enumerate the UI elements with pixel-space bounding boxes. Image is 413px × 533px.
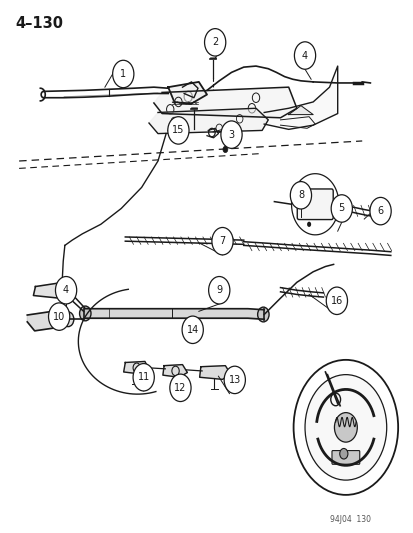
FancyBboxPatch shape bbox=[331, 450, 359, 464]
Circle shape bbox=[184, 91, 192, 102]
Text: 94J04  130: 94J04 130 bbox=[329, 515, 370, 524]
Polygon shape bbox=[123, 361, 149, 374]
Circle shape bbox=[182, 316, 203, 343]
Circle shape bbox=[330, 195, 351, 222]
Text: 11: 11 bbox=[137, 372, 150, 382]
Polygon shape bbox=[33, 282, 68, 298]
Text: 12: 12 bbox=[174, 383, 186, 393]
Text: 10: 10 bbox=[53, 312, 65, 321]
Circle shape bbox=[223, 366, 245, 393]
Text: 4: 4 bbox=[63, 285, 69, 295]
Text: 2: 2 bbox=[211, 37, 218, 47]
Circle shape bbox=[294, 42, 315, 69]
Polygon shape bbox=[149, 108, 268, 134]
Text: 13: 13 bbox=[228, 375, 240, 385]
Text: 9: 9 bbox=[216, 285, 222, 295]
Circle shape bbox=[369, 197, 390, 225]
Circle shape bbox=[334, 413, 356, 442]
Polygon shape bbox=[199, 366, 230, 379]
Text: 15: 15 bbox=[172, 125, 184, 135]
Text: 7: 7 bbox=[219, 236, 225, 246]
FancyBboxPatch shape bbox=[297, 189, 332, 220]
Circle shape bbox=[62, 312, 74, 327]
Polygon shape bbox=[27, 310, 67, 331]
Circle shape bbox=[189, 334, 194, 342]
Circle shape bbox=[325, 287, 347, 314]
Circle shape bbox=[169, 374, 191, 401]
Circle shape bbox=[304, 375, 386, 480]
Circle shape bbox=[48, 303, 70, 330]
Circle shape bbox=[211, 228, 233, 255]
Text: 14: 14 bbox=[186, 325, 198, 335]
Circle shape bbox=[167, 117, 189, 144]
Circle shape bbox=[79, 306, 91, 321]
Text: 5: 5 bbox=[338, 204, 344, 214]
Text: 4: 4 bbox=[301, 51, 307, 61]
Polygon shape bbox=[154, 87, 296, 118]
Polygon shape bbox=[263, 66, 337, 130]
Polygon shape bbox=[288, 106, 313, 115]
Circle shape bbox=[306, 222, 311, 227]
Text: 4–130: 4–130 bbox=[15, 16, 63, 31]
Circle shape bbox=[208, 277, 229, 304]
Circle shape bbox=[133, 364, 154, 391]
Circle shape bbox=[290, 182, 311, 209]
Circle shape bbox=[257, 307, 268, 322]
Text: 16: 16 bbox=[330, 296, 342, 306]
Text: 3: 3 bbox=[228, 130, 234, 140]
Text: 8: 8 bbox=[297, 190, 303, 200]
Circle shape bbox=[55, 277, 76, 304]
Circle shape bbox=[112, 60, 133, 88]
Polygon shape bbox=[162, 365, 187, 377]
Circle shape bbox=[339, 448, 347, 459]
Circle shape bbox=[222, 146, 227, 152]
Circle shape bbox=[221, 121, 242, 148]
Text: 6: 6 bbox=[377, 206, 383, 216]
Circle shape bbox=[204, 29, 225, 56]
Text: 1: 1 bbox=[120, 69, 126, 79]
Polygon shape bbox=[168, 82, 206, 104]
